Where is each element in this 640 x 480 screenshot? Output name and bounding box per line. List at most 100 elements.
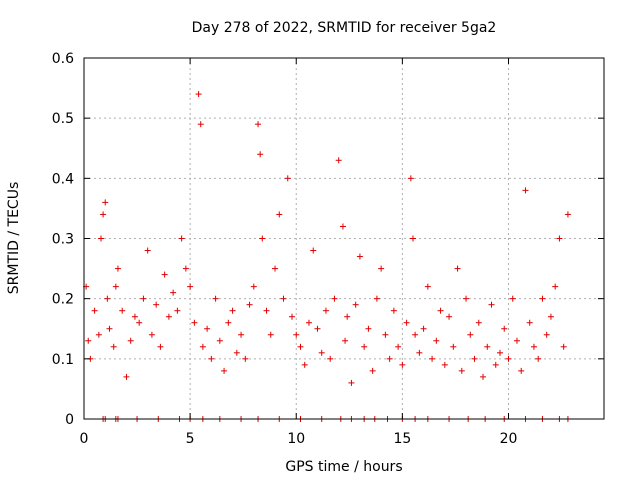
- data-point: [289, 313, 295, 320]
- data-point: [229, 307, 236, 314]
- data-point: [412, 331, 419, 338]
- data-point: [535, 355, 542, 362]
- y-tick-label: 0.4: [52, 171, 74, 187]
- data-point: [257, 151, 264, 158]
- data-point: [106, 325, 113, 332]
- data-point: [148, 331, 155, 338]
- data-point: [91, 307, 98, 314]
- data-point: [505, 355, 512, 362]
- data-point: [314, 325, 321, 332]
- data-point: [165, 313, 172, 320]
- x-tick-label: 10: [287, 431, 305, 447]
- data-point: [157, 343, 164, 350]
- data-point: [348, 379, 355, 386]
- data-point: [488, 301, 495, 308]
- data-point: [272, 265, 279, 272]
- data-point: [365, 325, 372, 332]
- data-point: [433, 337, 440, 344]
- data-point: [259, 235, 266, 242]
- data-point: [114, 265, 121, 272]
- data-point: [369, 367, 376, 374]
- data-point: [246, 301, 253, 308]
- data-point: [195, 91, 202, 98]
- data-point: [242, 355, 249, 362]
- data-point: [238, 331, 245, 338]
- data-point: [318, 349, 325, 356]
- data-point: [518, 367, 525, 374]
- y-tick-label: 0.5: [52, 111, 74, 127]
- data-point: [297, 343, 304, 350]
- data-point: [501, 325, 508, 332]
- data-point: [467, 331, 474, 338]
- y-tick-label: 0.3: [52, 232, 74, 248]
- data-point: [352, 301, 359, 308]
- data-point: [454, 265, 461, 272]
- data-point: [403, 319, 410, 326]
- data-point: [204, 325, 211, 332]
- data-point: [356, 253, 363, 260]
- data-point: [331, 295, 338, 302]
- data-point: [322, 307, 329, 314]
- data-point: [339, 223, 346, 230]
- data-point: [424, 283, 431, 290]
- data-point: [522, 187, 529, 194]
- data-point: [556, 235, 563, 242]
- data-point: [284, 175, 291, 182]
- y-tick-label: 0.1: [52, 352, 74, 368]
- x-tick-label: 5: [186, 431, 195, 447]
- data-point: [95, 331, 102, 338]
- data-point: [187, 283, 194, 290]
- data-point: [564, 211, 571, 218]
- data-point: [305, 319, 312, 326]
- data-point: [513, 337, 520, 344]
- y-tick-label: 0.6: [52, 51, 74, 67]
- y-axis-label: SRMTID / TECUs: [6, 182, 22, 295]
- data-point: [136, 319, 143, 326]
- data-point: [182, 265, 189, 272]
- data-point: [85, 337, 92, 344]
- data-point: [293, 331, 300, 338]
- data-point: [437, 307, 444, 314]
- data-point: [429, 355, 436, 362]
- data-point: [110, 343, 117, 350]
- data-point: [267, 331, 274, 338]
- data-point: [526, 319, 533, 326]
- data-point: [361, 343, 368, 350]
- data-point: [104, 295, 111, 302]
- data-point: [373, 295, 380, 302]
- data-point: [119, 307, 126, 314]
- data-point: [161, 271, 168, 278]
- x-tick-label: 0: [80, 431, 89, 447]
- data-point: [335, 157, 342, 164]
- data-point: [552, 283, 559, 290]
- data-point: [475, 319, 482, 326]
- data-point: [420, 325, 427, 332]
- data-point: [344, 313, 351, 320]
- data-point: [310, 247, 317, 254]
- data-point: [390, 307, 397, 314]
- data-point: [539, 295, 546, 302]
- data-point: [471, 355, 478, 362]
- data-point: [280, 295, 287, 302]
- data-point: [386, 355, 393, 362]
- data-point: [407, 175, 414, 182]
- data-point: [395, 343, 402, 350]
- data-point: [153, 301, 160, 308]
- data-point: [225, 319, 232, 326]
- data-point: [131, 313, 138, 320]
- data-point: [221, 367, 228, 374]
- data-point: [441, 361, 448, 368]
- data-point: [301, 361, 308, 368]
- data-point: [497, 349, 503, 356]
- data-point: [547, 313, 554, 320]
- data-point: [208, 355, 215, 362]
- data-point: [197, 121, 204, 128]
- data-point: [174, 307, 181, 314]
- data-point: [112, 283, 119, 290]
- data-point: [212, 295, 219, 302]
- data-point: [492, 361, 499, 368]
- data-point: [530, 343, 537, 350]
- data-point: [100, 211, 107, 218]
- y-tick-label: 0: [65, 412, 74, 428]
- data-point: [342, 337, 349, 344]
